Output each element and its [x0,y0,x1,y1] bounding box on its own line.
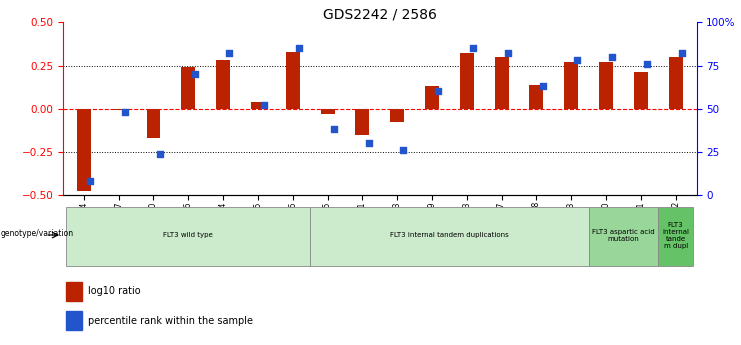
Point [119,109,131,115]
Bar [286,52,299,109]
Text: genotype/variation: genotype/variation [1,228,74,238]
Bar [66,282,82,300]
Point [467,46,479,51]
Point [502,51,514,56]
Bar [564,62,578,109]
Bar [495,57,508,109]
Bar [251,102,265,109]
Bar [112,109,126,110]
Bar [182,67,196,109]
Text: log10 ratio: log10 ratio [88,286,141,296]
Point [293,46,305,51]
Point [224,51,236,56]
Text: FLT3 internal tandem duplications: FLT3 internal tandem duplications [390,232,509,238]
Bar [668,57,682,109]
Bar [310,207,588,266]
Point [154,151,166,156]
Point [362,140,374,146]
Point [397,147,409,153]
Text: percentile rank within the sample: percentile rank within the sample [88,316,253,326]
Bar [77,109,91,191]
Point [432,89,444,94]
Title: GDS2242 / 2586: GDS2242 / 2586 [323,7,436,21]
Bar [321,109,334,114]
Bar [425,86,439,109]
Bar [460,53,473,109]
Bar [356,109,369,135]
Bar [391,109,404,122]
Point [676,51,688,56]
Text: FLT3 aspartic acid
mutation: FLT3 aspartic acid mutation [592,228,655,242]
Bar [66,311,82,330]
Text: FLT3
internal
tande
m dupl: FLT3 internal tande m dupl [662,221,689,248]
Bar [658,207,693,266]
Bar [634,72,648,109]
Bar [216,60,230,109]
Text: FLT3 wild type: FLT3 wild type [164,232,213,238]
Point [606,54,618,60]
Point [84,178,96,184]
Point [189,71,201,77]
Bar [147,109,161,138]
Point [571,58,583,63]
Point [328,127,339,132]
Bar [588,207,658,266]
Point [641,61,653,67]
Point [259,102,270,108]
Bar [530,85,543,109]
Bar [67,207,310,266]
Point [536,83,548,89]
Bar [599,62,613,109]
